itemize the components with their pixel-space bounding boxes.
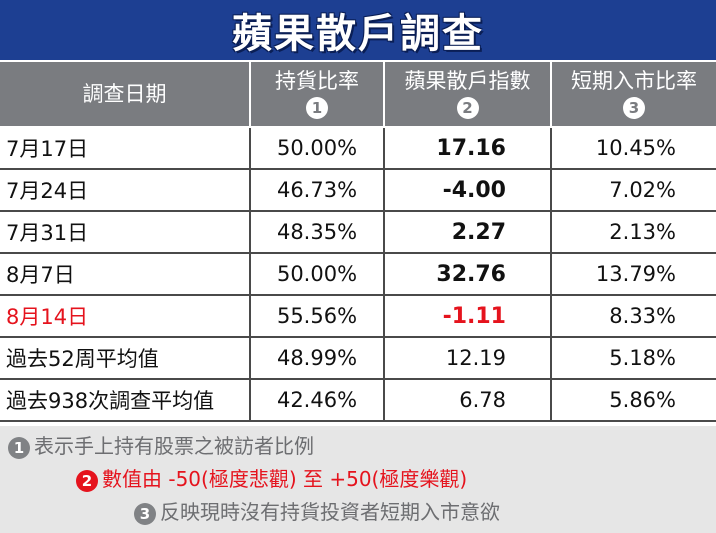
number-3-icon: 3 xyxy=(134,502,156,525)
row-index: 6.78 xyxy=(384,379,552,422)
number-1-icon: 1 xyxy=(306,97,328,119)
header-date: 調查日期 xyxy=(0,62,251,128)
row-short: 8.33% xyxy=(551,295,716,338)
row-short: 5.86% xyxy=(551,379,716,422)
table-row: 8月7日 50.00% 32.76 13.79% xyxy=(0,253,716,296)
row-index: 12.19 xyxy=(384,337,552,380)
footnote-text: 數值由 -50(極度悲觀) 至 +50(極度樂觀) xyxy=(102,467,468,491)
row-date: 過去52周平均值 xyxy=(0,337,251,380)
row-ratio: 50.00% xyxy=(250,127,385,170)
row-index: -1.11 xyxy=(384,295,552,338)
page-title: 蘋果散戶調查 xyxy=(232,11,484,57)
row-short: 7.02% xyxy=(551,169,716,212)
footnote-text: 表示手上持有股票之被訪者比例 xyxy=(34,434,314,458)
row-index: 2.27 xyxy=(384,211,552,254)
row-ratio: 46.73% xyxy=(250,169,385,212)
footnote-1: 1 表示手上持有股票之被訪者比例 xyxy=(8,430,314,459)
row-date: 7月17日 xyxy=(0,127,251,170)
row-date: 過去938次調查平均值 xyxy=(0,379,251,422)
footnote-2: 2 數值由 -50(極度悲觀) 至 +50(極度樂觀) xyxy=(76,463,467,492)
number-3-icon: 3 xyxy=(623,97,645,119)
row-ratio: 42.46% xyxy=(250,379,385,422)
title-bar: 蘋果散戶調查 xyxy=(0,0,716,62)
table-header-row: 調查日期 持貨比率 1 蘋果散戶指數 2 短期入市比率 3 xyxy=(0,62,716,128)
row-index: 17.16 xyxy=(384,127,552,170)
row-ratio: 50.00% xyxy=(250,253,385,296)
row-short: 10.45% xyxy=(551,127,716,170)
row-short: 5.18% xyxy=(551,337,716,380)
header-short: 短期入市比率 3 xyxy=(551,62,716,128)
number-1-icon: 1 xyxy=(8,436,30,459)
header-ratio: 持貨比率 1 xyxy=(250,62,385,128)
footnote-3: 3 反映現時沒有持貨投資者短期入市意欲 xyxy=(134,496,500,525)
row-date: 8月7日 xyxy=(0,253,251,296)
table-row: 7月31日 48.35% 2.27 2.13% xyxy=(0,211,716,254)
table-row: 7月17日 50.00% 17.16 10.45% xyxy=(0,127,716,170)
number-2-icon: 2 xyxy=(456,97,479,119)
row-index: 32.76 xyxy=(384,253,552,296)
summary-row-52-week: 過去52周平均值 48.99% 12.19 5.18% xyxy=(0,337,716,380)
survey-table: 調查日期 持貨比率 1 蘋果散戶指數 2 短期入市比率 3 7月17日 5 xyxy=(0,62,716,422)
row-date: 7月24日 xyxy=(0,169,251,212)
summary-row-all-surveys: 過去938次調查平均值 42.46% 6.78 5.86% xyxy=(0,379,716,422)
footnote-text: 反映現時沒有持貨投資者短期入市意欲 xyxy=(160,500,500,524)
row-date: 7月31日 xyxy=(0,211,251,254)
row-ratio: 55.56% xyxy=(250,295,385,338)
row-short: 13.79% xyxy=(551,253,716,296)
header-index: 蘋果散戶指數 2 xyxy=(384,62,552,128)
table-row-latest: 8月14日 55.56% -1.11 8.33% xyxy=(0,295,716,338)
row-ratio: 48.35% xyxy=(250,211,385,254)
footnotes: 1 表示手上持有股票之被訪者比例 2 數值由 -50(極度悲觀) 至 +50(極度樂… xyxy=(0,426,716,533)
row-ratio: 48.99% xyxy=(250,337,385,380)
number-2-icon: 2 xyxy=(76,469,98,492)
row-index: -4.00 xyxy=(384,169,552,212)
row-date: 8月14日 xyxy=(0,295,251,338)
row-short: 2.13% xyxy=(551,211,716,254)
table-row: 7月24日 46.73% -4.00 7.02% xyxy=(0,169,716,212)
